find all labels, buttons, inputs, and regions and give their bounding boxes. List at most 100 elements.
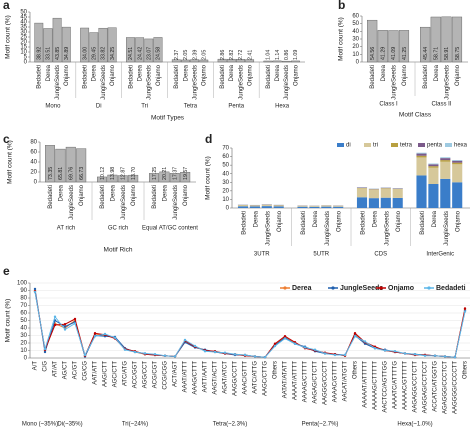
x-tick-label: AAAATC/ATTTTG (393, 361, 399, 409)
bar-label: JungleSeeds (238, 65, 244, 100)
point (53, 315, 57, 318)
x-tick-label: AG/CT (63, 361, 69, 380)
bar-segment (440, 158, 451, 161)
bar-label: JungleSeeds (284, 65, 290, 100)
point (233, 353, 237, 356)
point (93, 335, 97, 338)
x-tick-label: AAAAAC/GTTTTT (403, 361, 409, 410)
point (283, 335, 287, 338)
group-label: 5UTR (313, 252, 329, 258)
value-label: 19.57 (183, 167, 189, 180)
value-label: 0.86 (284, 50, 290, 60)
legend-marker (379, 286, 383, 290)
point (173, 355, 177, 358)
bar-label: Onjamo (183, 184, 189, 206)
series-line (34, 291, 466, 358)
bar-label: Derea (434, 64, 440, 81)
bar-label: Derea (110, 184, 116, 201)
point (323, 352, 327, 355)
legend-marker (427, 286, 431, 290)
x-tick-label: AGAGGG/CCCTCT (443, 361, 449, 414)
value-label: 54.56 (370, 47, 376, 60)
bar (263, 60, 273, 63)
bar-label: Onjamo (396, 210, 402, 232)
bar (153, 37, 163, 63)
bar-segment (452, 160, 463, 163)
y-tick-label: 35 (20, 25, 27, 31)
x-tick-label: Others (463, 361, 469, 379)
bar-label: Onjamo (79, 184, 85, 206)
x-tick-label: AAAG/CTTT (193, 361, 199, 395)
point (183, 338, 187, 342)
bar (76, 148, 87, 183)
group-label: Penta (228, 104, 244, 110)
bar-label: Onjamo (156, 64, 162, 86)
bar (34, 22, 44, 63)
value-label: 69.76 (69, 167, 75, 180)
value-label: 65.81 (58, 167, 64, 180)
bar (159, 171, 170, 183)
bar-label: Derea (162, 184, 168, 201)
bar-segment (440, 161, 451, 179)
value-label: 17.25 (152, 167, 158, 180)
bar-segment (237, 206, 249, 208)
bar (226, 58, 236, 63)
point (273, 342, 277, 345)
point (453, 356, 457, 359)
y-tick-label: 30 (352, 37, 359, 43)
x-tick-label: AAAAT/ATTTT (293, 361, 299, 400)
point (403, 352, 407, 355)
bar (190, 59, 200, 63)
legend-label: penta (427, 143, 443, 149)
point (463, 307, 467, 310)
group-label: Equal AT/GC content (142, 226, 198, 232)
bar (272, 60, 282, 63)
bar-segment (333, 206, 344, 208)
y-tick-label: 20 (352, 44, 359, 50)
group-label: Mono (~35%) (22, 422, 58, 428)
point (283, 337, 287, 340)
group-label: Hexa (275, 104, 290, 110)
x-tick-label: AAAAAT/ATTTTT (363, 361, 369, 408)
value-label: 33.51 (46, 47, 52, 60)
y-tick-label: 50 (20, 10, 27, 16)
bar (55, 148, 66, 183)
bar (441, 16, 452, 63)
bar (43, 28, 53, 63)
bar-segment (428, 184, 439, 208)
x-tick-label: ACC/GGT (133, 361, 139, 389)
bar (199, 59, 209, 63)
value-label: 33.82 (101, 47, 107, 60)
point (73, 317, 77, 321)
point (63, 325, 67, 328)
x-axis-title: Motif Class (399, 112, 432, 119)
bar-segment (237, 205, 249, 207)
panel-letter: c (3, 132, 10, 146)
bar (52, 17, 62, 63)
bar-label: Bedadeti (220, 65, 226, 89)
bar-label: JungleSeeds (55, 65, 61, 100)
bar-label: Onjamo (293, 64, 299, 86)
y-tick-label: 60 (222, 154, 229, 160)
bar-segment (428, 166, 439, 168)
y-tick-label: 10 (20, 348, 27, 354)
bar-label: Derea (313, 210, 319, 227)
x-tick-label: AAGAGG/CCTCTT (413, 361, 419, 413)
point (333, 353, 337, 357)
group-label: GC rich (108, 226, 128, 232)
group-label: Penta(~2.7%) (302, 422, 339, 428)
value-label: 2.86 (220, 50, 226, 60)
value-label: 2.72 (238, 50, 244, 60)
y-tick-label: 10 (222, 197, 229, 203)
y-tick-label: 10 (352, 52, 359, 58)
y-tick-label: 20 (30, 170, 37, 176)
bar-segment (380, 197, 391, 208)
bar-segment (356, 188, 368, 198)
bar-segment (249, 205, 260, 207)
bar-label: Derea (92, 64, 98, 81)
value-label: 1.04 (266, 50, 272, 60)
y-tick-label: 5 (24, 55, 28, 61)
bar (117, 175, 128, 183)
y-tick-label: 100 (17, 281, 28, 287)
value-label: 2.41 (247, 50, 253, 60)
